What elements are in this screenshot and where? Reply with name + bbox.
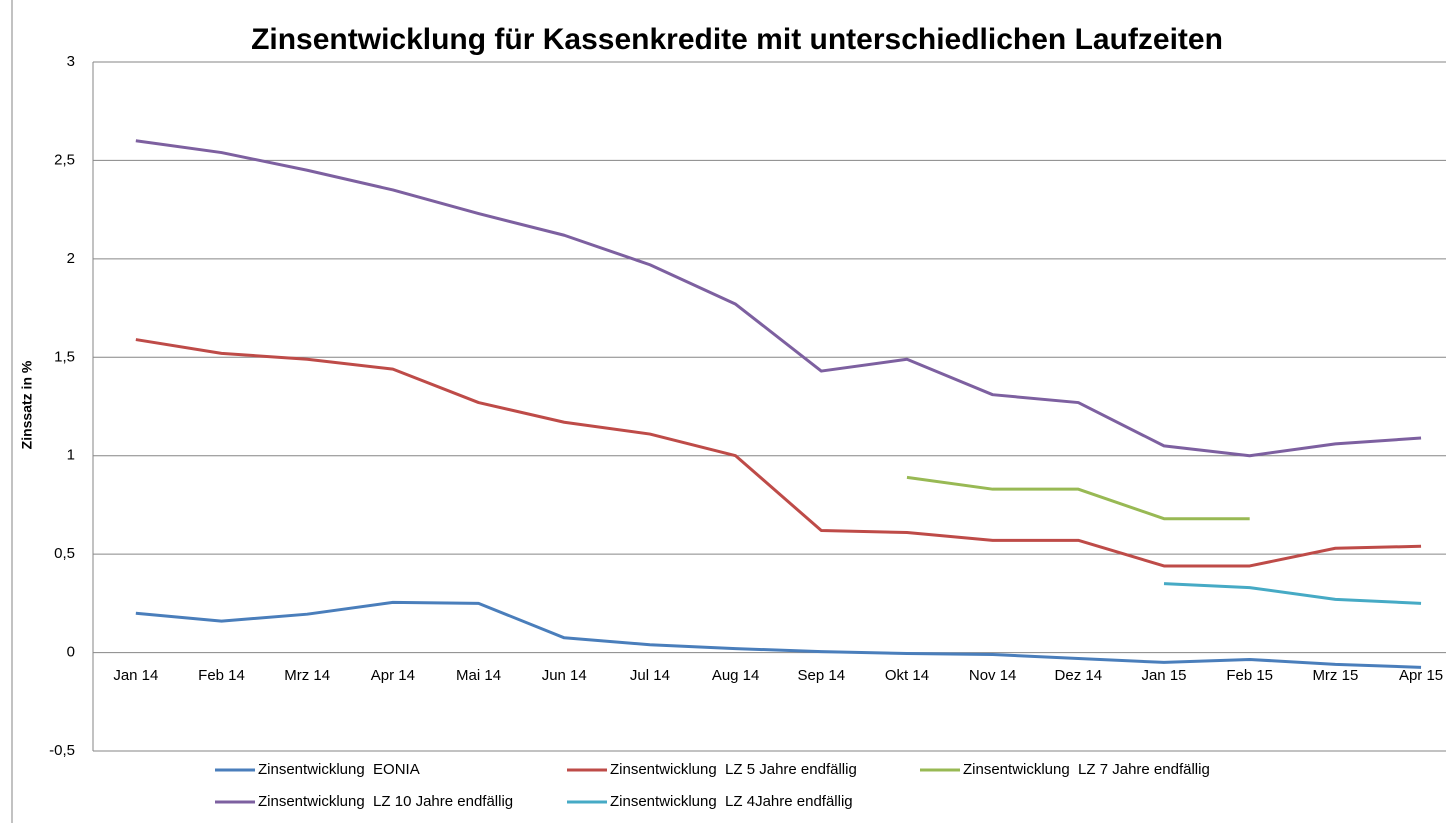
x-tick-label: Mai 14 [456, 667, 501, 684]
y-tick-label: 0 [67, 644, 75, 661]
line-series [135, 600, 1422, 669]
legend-label: Zinsentwicklung LZ 7 Jahre endfällig [963, 761, 1210, 778]
x-tick-label: Jul 14 [630, 667, 670, 684]
x-tick-label: Jun 14 [542, 667, 587, 684]
x-tick-label: Jan 15 [1141, 667, 1186, 684]
y-tick-label: 2,5 [54, 151, 75, 168]
legend-label: Zinsentwicklung LZ 10 Jahre endfällig [258, 793, 513, 810]
x-tick-label: Nov 14 [969, 667, 1017, 684]
line-series [906, 475, 1250, 521]
line-series [1163, 582, 1422, 605]
x-tick-label: Aug 14 [712, 667, 760, 684]
legend-label: Zinsentwicklung EONIA [258, 761, 420, 778]
y-tick-label: -0,5 [49, 742, 75, 759]
x-tick-label: Okt 14 [885, 667, 929, 684]
x-tick-label: Apr 15 [1399, 667, 1443, 684]
y-tick-label: 2 [67, 250, 75, 267]
line-series [135, 139, 1422, 458]
y-tick-label: 3 [67, 53, 75, 70]
x-tick-label: Mrz 15 [1312, 667, 1358, 684]
y-axis-label: Zinssatz in % [19, 360, 35, 449]
x-tick-label: Feb 14 [198, 667, 245, 684]
y-tick-label: 1 [67, 447, 75, 464]
x-tick-label: Dez 14 [1055, 667, 1103, 684]
chart-title: Zinsentwicklung für Kassenkredite mit un… [251, 23, 1223, 56]
y-tick-label: 1,5 [54, 348, 75, 365]
x-tick-label: Sep 14 [798, 667, 846, 684]
x-tick-label: Jan 14 [113, 667, 158, 684]
legend-label: Zinsentwicklung LZ 4Jahre endfällig [610, 793, 853, 810]
x-tick-label: Feb 15 [1226, 667, 1273, 684]
legend-label: Zinsentwicklung LZ 5 Jahre endfällig [610, 761, 857, 778]
line-series [135, 338, 1422, 568]
x-tick-label: Mrz 14 [284, 667, 330, 684]
x-tick-label: Apr 14 [371, 667, 415, 684]
y-tick-label: 0,5 [54, 545, 75, 562]
